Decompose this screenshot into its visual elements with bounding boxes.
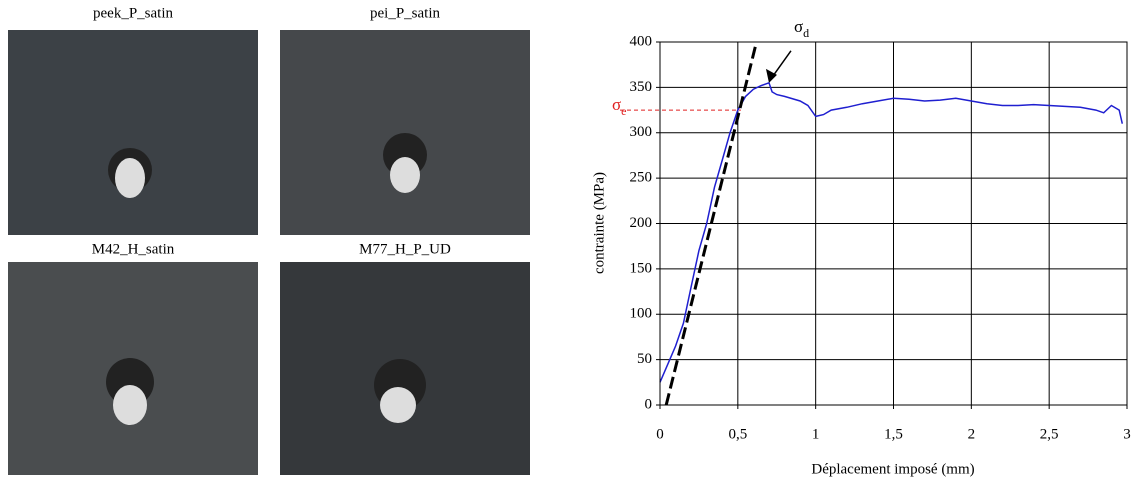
x-tick-label: 1 [812,426,820,442]
photo-label: M42_H_satin [92,241,175,257]
x-tick-label: 3 [1123,426,1131,442]
y-tick-label: 0 [645,396,653,412]
pin [380,387,416,423]
photo-label: M77_H_P_UD [359,241,451,257]
annotation: σd [794,17,809,40]
photo-label: peek_P_satin [93,5,173,21]
x-tick-label: 2,5 [1040,426,1059,442]
annotation: σe [612,95,627,118]
plot-frame [659,41,1128,406]
x-tick-label: 2 [968,426,976,442]
series-line [659,81,1124,383]
x-tick-label: 0,5 [728,426,747,442]
y-tick-label: 200 [630,215,653,231]
x-tick-label: 0 [656,426,664,442]
pin [390,157,420,193]
photo [8,30,258,235]
y-tick-label: 50 [637,351,652,367]
y-tick-label: 100 [630,306,653,322]
annotation-symbol: σ [794,17,803,36]
y-tick-label: 300 [630,124,653,140]
photo [280,30,530,235]
tangent-line [664,41,758,406]
y-tick-label: 400 [630,33,653,49]
x-tick-label: 1,5 [884,426,903,442]
pin [115,158,145,198]
pin [113,385,147,425]
photos: peek_P_satin pei_P_satin M42_H_satin M77… [8,5,530,475]
x-axis-label: Déplacement imposé (mm) [811,461,974,477]
y-tick-label: 150 [630,260,653,276]
annotation-subscript: d [803,26,809,40]
y-tick-label: 350 [630,79,653,95]
annotation-subscript: e [621,104,626,118]
y-axis-label: contrainte (MPa) [591,172,607,274]
annotation-symbol: σ [612,95,621,114]
arrow-head [765,68,777,83]
y-tick-label: 250 [630,170,653,186]
photo-label: pei_P_satin [370,5,440,21]
